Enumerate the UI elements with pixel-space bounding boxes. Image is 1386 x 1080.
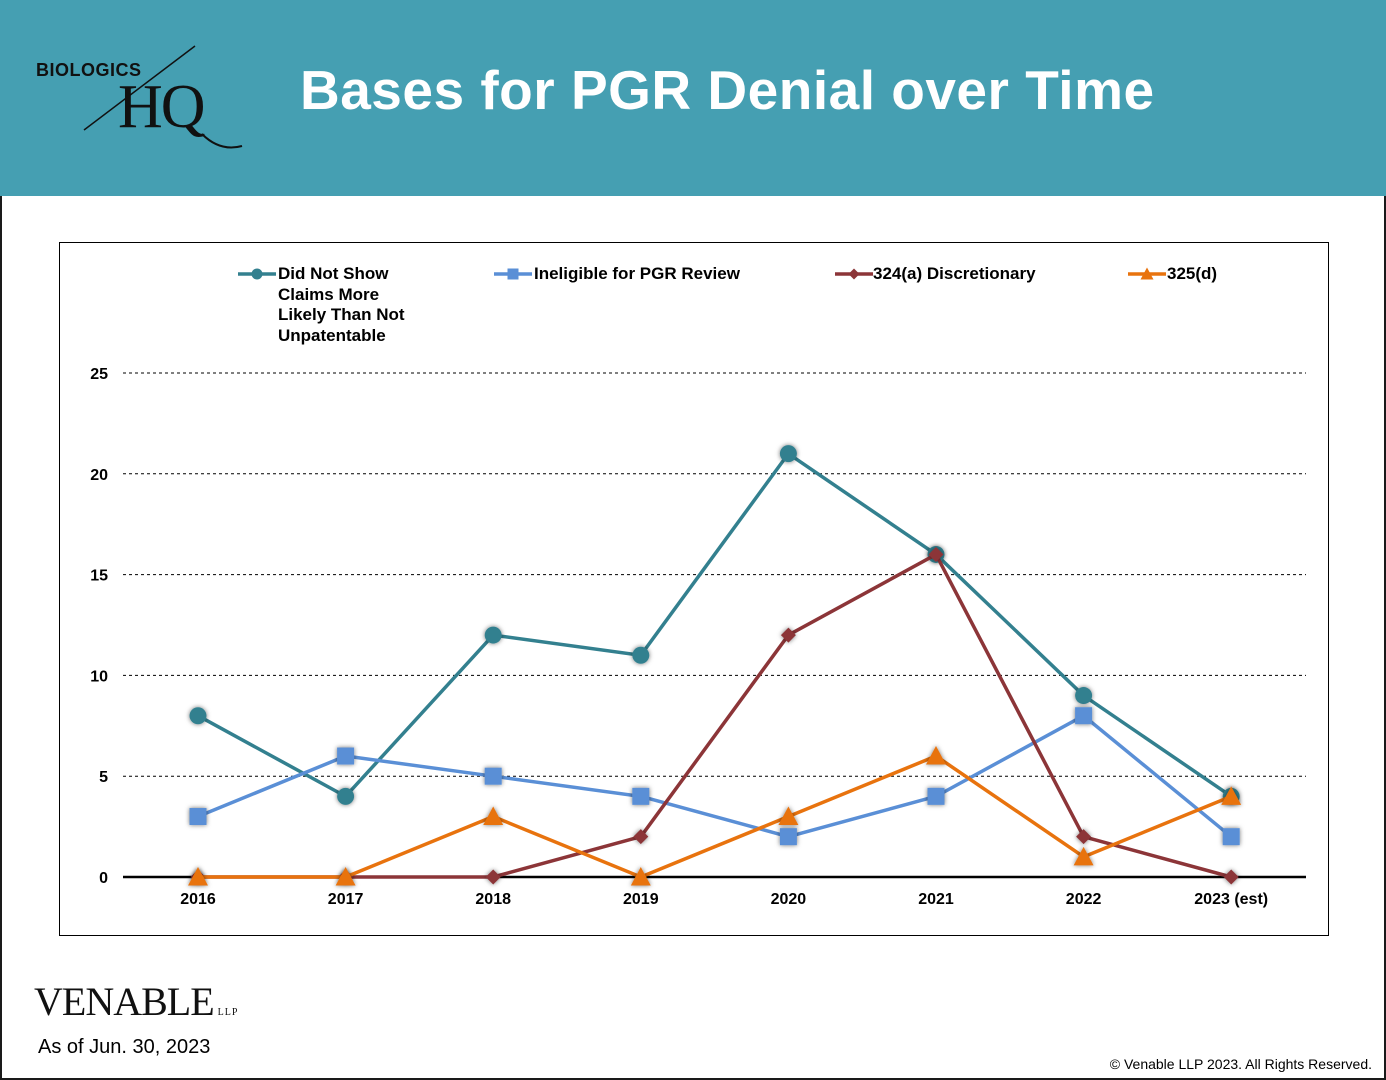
as-of-date: As of Jun. 30, 2023 <box>38 1036 211 1058</box>
series-group-3 <box>188 746 1242 886</box>
line-chart: 0 5 10 15 20 25 2016 2017 2018 2019 2020 2021 2022 20… <box>90 267 1306 908</box>
data-point <box>779 445 797 463</box>
data-point <box>780 627 796 643</box>
legend-entry-ineligible: Ineligible for PGR Review <box>534 264 740 283</box>
legend-swatch-marker <box>251 268 263 280</box>
header-banner: BIOLOGICS HQ Bases for PGR Denial over T… <box>0 0 1386 196</box>
data-point <box>778 806 799 826</box>
data-point <box>632 646 650 664</box>
y-tick-label: 15 <box>90 568 108 585</box>
logo-wordmark-hq: HQ <box>118 73 206 141</box>
data-point <box>1222 828 1240 846</box>
venable-llp-suffix: LLP <box>217 1007 239 1018</box>
legend-swatch-marker <box>1140 267 1154 280</box>
legend-swatch-marker <box>848 268 860 280</box>
x-tick-label: 2023 (est) <box>1194 891 1268 908</box>
y-tick-label: 5 <box>99 769 108 786</box>
x-tick-label: 2021 <box>918 891 954 908</box>
legend-label-line: Claims More <box>278 284 380 304</box>
data-point <box>483 806 504 826</box>
data-point <box>633 829 649 845</box>
data-point <box>1073 846 1094 866</box>
legend-entry-324a: 324(a) Discretionary <box>873 264 1036 283</box>
data-point <box>337 747 355 765</box>
y-tick-label: 0 <box>99 870 108 887</box>
y-tick-label: 10 <box>90 668 108 685</box>
logo-slash-icon <box>83 45 243 149</box>
data-point <box>926 746 946 765</box>
chart-container: 0 5 10 15 20 25 2016 2017 2018 2019 2020 2021 2022 20… <box>59 242 1329 936</box>
data-point <box>630 867 651 886</box>
copyright-notice: © Venable LLP 2023. All Rights Reserved. <box>1109 1056 1372 1072</box>
biologics-hq-logo: BIOLOGICS HQ <box>30 40 260 160</box>
x-tick-label: 2019 <box>623 891 659 908</box>
data-point <box>779 828 797 846</box>
legend-marker <box>848 268 860 280</box>
data-point <box>189 707 207 725</box>
legend-label-line: Did Not Show <box>278 264 389 283</box>
legend-entry-did-not-show: Did Not Show Claims More Likely Than Not… <box>278 264 405 346</box>
data-point <box>337 787 355 805</box>
data-point <box>1221 786 1242 805</box>
venable-wordmark: VENABLE <box>34 979 215 1024</box>
series-group-1 <box>189 707 1240 846</box>
x-tick-label: 2017 <box>328 891 364 908</box>
legend-label-line: Likely Than Not <box>278 305 405 324</box>
legend-entry-325d: 325(d) <box>1167 264 1218 283</box>
series-line <box>197 713 1233 839</box>
legend-swatch-marker <box>507 268 519 280</box>
data-point <box>335 867 356 886</box>
data-point <box>927 787 945 805</box>
data-point <box>1075 707 1093 725</box>
x-tick-label: 2022 <box>1066 891 1102 908</box>
data-point <box>484 767 502 785</box>
legend-label-line: Unpatentable <box>278 325 386 345</box>
legend-marker <box>251 268 263 280</box>
data-point <box>1223 869 1239 885</box>
legend-marker <box>1140 267 1154 280</box>
data-point <box>189 808 207 826</box>
series-markers <box>188 746 1242 886</box>
x-tick-label: 2016 <box>180 891 216 908</box>
x-tick-label: 2018 <box>475 891 511 908</box>
data-point <box>1075 687 1093 705</box>
series-markers <box>189 707 1240 846</box>
data-point <box>1076 829 1092 845</box>
data-point <box>632 787 650 805</box>
series-line <box>197 451 1233 799</box>
series-line <box>198 552 1232 879</box>
data-point <box>485 869 501 885</box>
data-point <box>484 626 502 644</box>
legend-marker <box>507 268 519 280</box>
page-title: Bases for PGR Denial over Time <box>300 59 1155 121</box>
y-tick-label: 20 <box>90 467 108 484</box>
venable-logo: VENABLE LLP <box>34 978 238 1025</box>
data-point <box>188 867 208 886</box>
series-line <box>198 754 1232 879</box>
y-tick-label: 25 <box>90 366 108 383</box>
logo-wordmark-top: BIOLOGICS <box>36 60 142 80</box>
data-point <box>928 546 944 562</box>
x-tick-label: 2020 <box>771 891 807 908</box>
